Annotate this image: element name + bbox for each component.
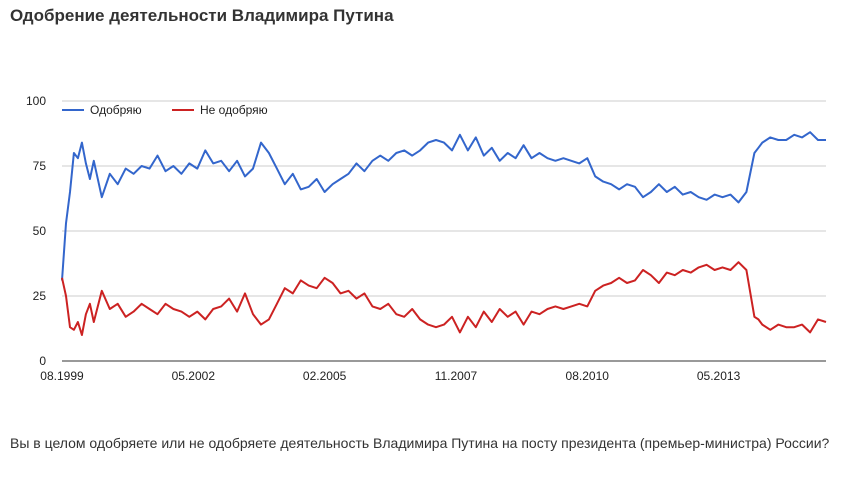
y-tick-label: 50: [33, 224, 47, 238]
legend-label-disapprove: Не одобряю: [200, 103, 268, 117]
series-line-approve: [61, 131, 826, 281]
y-tick-label: 25: [33, 289, 47, 303]
y-tick-label: 100: [26, 94, 46, 108]
legend-label-approve: Одобряю: [90, 103, 142, 117]
x-tick-label: 11.2007: [435, 369, 478, 383]
x-tick-label: 05.2013: [697, 369, 741, 383]
survey-question: Вы в целом одобряете или не одобряете де…: [10, 435, 830, 451]
x-tick-label: 08.1999: [40, 369, 84, 383]
series-line-disapprove: [61, 261, 827, 336]
y-tick-label: 0: [39, 354, 46, 368]
y-tick-label: 75: [33, 159, 47, 173]
page-title: Одобрение деятельности Владимира Путина: [10, 6, 394, 25]
x-tick-label: 08.2010: [566, 369, 610, 383]
chart: 0 25 50 75 100 08.1999 05.2002 02.2005 11.2007 08…: [0, 80, 850, 390]
x-tick-label: 05.2002: [172, 369, 216, 383]
x-tick-label: 02.2005: [303, 369, 347, 383]
line-chart: 0 25 50 75 100 08.1999 05.2002 02.2005 11.2007 08…: [26, 94, 827, 383]
